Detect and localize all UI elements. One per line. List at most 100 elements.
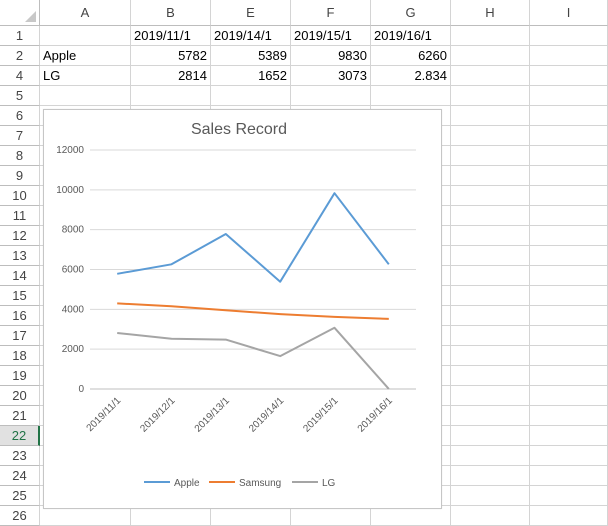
cell-g2[interactable]: 6260 (371, 46, 451, 66)
cell-i20[interactable] (530, 386, 608, 406)
cell-f4[interactable]: 3073 (291, 66, 371, 86)
cell-i16[interactable] (530, 306, 608, 326)
cell-h26[interactable] (451, 506, 530, 526)
row-header-25[interactable]: 25 (0, 486, 40, 506)
row-header-13[interactable]: 13 (0, 246, 40, 266)
cell-i1[interactable] (530, 26, 608, 46)
cell-i5[interactable] (530, 86, 608, 106)
cell-i26[interactable] (530, 506, 608, 526)
row-header-5[interactable]: 5 (0, 86, 40, 106)
series-line-samsung[interactable] (117, 303, 389, 319)
cell-b2[interactable]: 5782 (131, 46, 211, 66)
cell-i21[interactable] (530, 406, 608, 426)
row-header-18[interactable]: 18 (0, 346, 40, 366)
cell-h14[interactable] (451, 266, 530, 286)
cell-i13[interactable] (530, 246, 608, 266)
cell-e1[interactable]: 2019/14/1 (211, 26, 291, 46)
column-header-a[interactable]: A (40, 0, 131, 26)
cell-h6[interactable] (451, 106, 530, 126)
row-header-15[interactable]: 15 (0, 286, 40, 306)
cell-h4[interactable] (451, 66, 530, 86)
cell-i18[interactable] (530, 346, 608, 366)
cell-h19[interactable] (451, 366, 530, 386)
row-header-19[interactable]: 19 (0, 366, 40, 386)
series-line-apple[interactable] (117, 193, 389, 282)
cell-h1[interactable] (451, 26, 530, 46)
cell-e4[interactable]: 1652 (211, 66, 291, 86)
cell-f5[interactable] (291, 86, 371, 106)
column-header-e[interactable]: E (211, 0, 291, 26)
row-header-17[interactable]: 17 (0, 326, 40, 346)
cell-f1[interactable]: 2019/15/1 (291, 26, 371, 46)
cell-h10[interactable] (451, 186, 530, 206)
cell-i14[interactable] (530, 266, 608, 286)
row-header-8[interactable]: 8 (0, 146, 40, 166)
cell-h18[interactable] (451, 346, 530, 366)
row-header-14[interactable]: 14 (0, 266, 40, 286)
cell-g4[interactable]: 2.834 (371, 66, 451, 86)
series-line-lg[interactable] (117, 328, 389, 389)
cell-h20[interactable] (451, 386, 530, 406)
cell-h23[interactable] (451, 446, 530, 466)
row-header-6[interactable]: 6 (0, 106, 40, 126)
column-header-h[interactable]: H (451, 0, 530, 26)
cell-h7[interactable] (451, 126, 530, 146)
cell-a5[interactable] (40, 86, 131, 106)
cell-h12[interactable] (451, 226, 530, 246)
row-header-4[interactable]: 4 (0, 66, 40, 86)
cell-i8[interactable] (530, 146, 608, 166)
cell-i10[interactable] (530, 186, 608, 206)
cell-a1[interactable] (40, 26, 131, 46)
cell-i12[interactable] (530, 226, 608, 246)
cell-g1[interactable]: 2019/16/1 (371, 26, 451, 46)
column-header-f[interactable]: F (291, 0, 371, 26)
cell-i25[interactable] (530, 486, 608, 506)
cell-a2[interactable]: Apple (40, 46, 131, 66)
row-header-12[interactable]: 12 (0, 226, 40, 246)
select-all-triangle-icon[interactable] (25, 11, 36, 22)
row-header-20[interactable]: 20 (0, 386, 40, 406)
cell-h21[interactable] (451, 406, 530, 426)
column-header-b[interactable]: B (131, 0, 211, 26)
cell-e5[interactable] (211, 86, 291, 106)
row-header-11[interactable]: 11 (0, 206, 40, 226)
cell-i11[interactable] (530, 206, 608, 226)
cell-a4[interactable]: LG (40, 66, 131, 86)
cell-i4[interactable] (530, 66, 608, 86)
cell-h24[interactable] (451, 466, 530, 486)
cell-h17[interactable] (451, 326, 530, 346)
cell-h11[interactable] (451, 206, 530, 226)
cell-e2[interactable]: 5389 (211, 46, 291, 66)
cell-h2[interactable] (451, 46, 530, 66)
column-header-g[interactable]: G (371, 0, 451, 26)
cell-i17[interactable] (530, 326, 608, 346)
cell-i9[interactable] (530, 166, 608, 186)
cell-i15[interactable] (530, 286, 608, 306)
cell-g5[interactable] (371, 86, 451, 106)
row-header-21[interactable]: 21 (0, 406, 40, 426)
row-header-2[interactable]: 2 (0, 46, 40, 66)
cell-i24[interactable] (530, 466, 608, 486)
cell-h22[interactable] (451, 426, 530, 446)
row-header-10[interactable]: 10 (0, 186, 40, 206)
cell-h16[interactable] (451, 306, 530, 326)
cell-h5[interactable] (451, 86, 530, 106)
cell-i6[interactable] (530, 106, 608, 126)
cell-h8[interactable] (451, 146, 530, 166)
column-header-i[interactable]: I (530, 0, 608, 26)
row-header-23[interactable]: 23 (0, 446, 40, 466)
cell-i2[interactable] (530, 46, 608, 66)
row-header-1[interactable]: 1 (0, 26, 40, 46)
row-header-16[interactable]: 16 (0, 306, 40, 326)
cell-i7[interactable] (530, 126, 608, 146)
row-header-9[interactable]: 9 (0, 166, 40, 186)
row-header-26[interactable]: 26 (0, 506, 40, 526)
row-header-22[interactable]: 22 (0, 426, 40, 446)
cell-i23[interactable] (530, 446, 608, 466)
cell-h9[interactable] (451, 166, 530, 186)
cell-h15[interactable] (451, 286, 530, 306)
cell-i22[interactable] (530, 426, 608, 446)
cell-i19[interactable] (530, 366, 608, 386)
cell-b5[interactable] (131, 86, 211, 106)
